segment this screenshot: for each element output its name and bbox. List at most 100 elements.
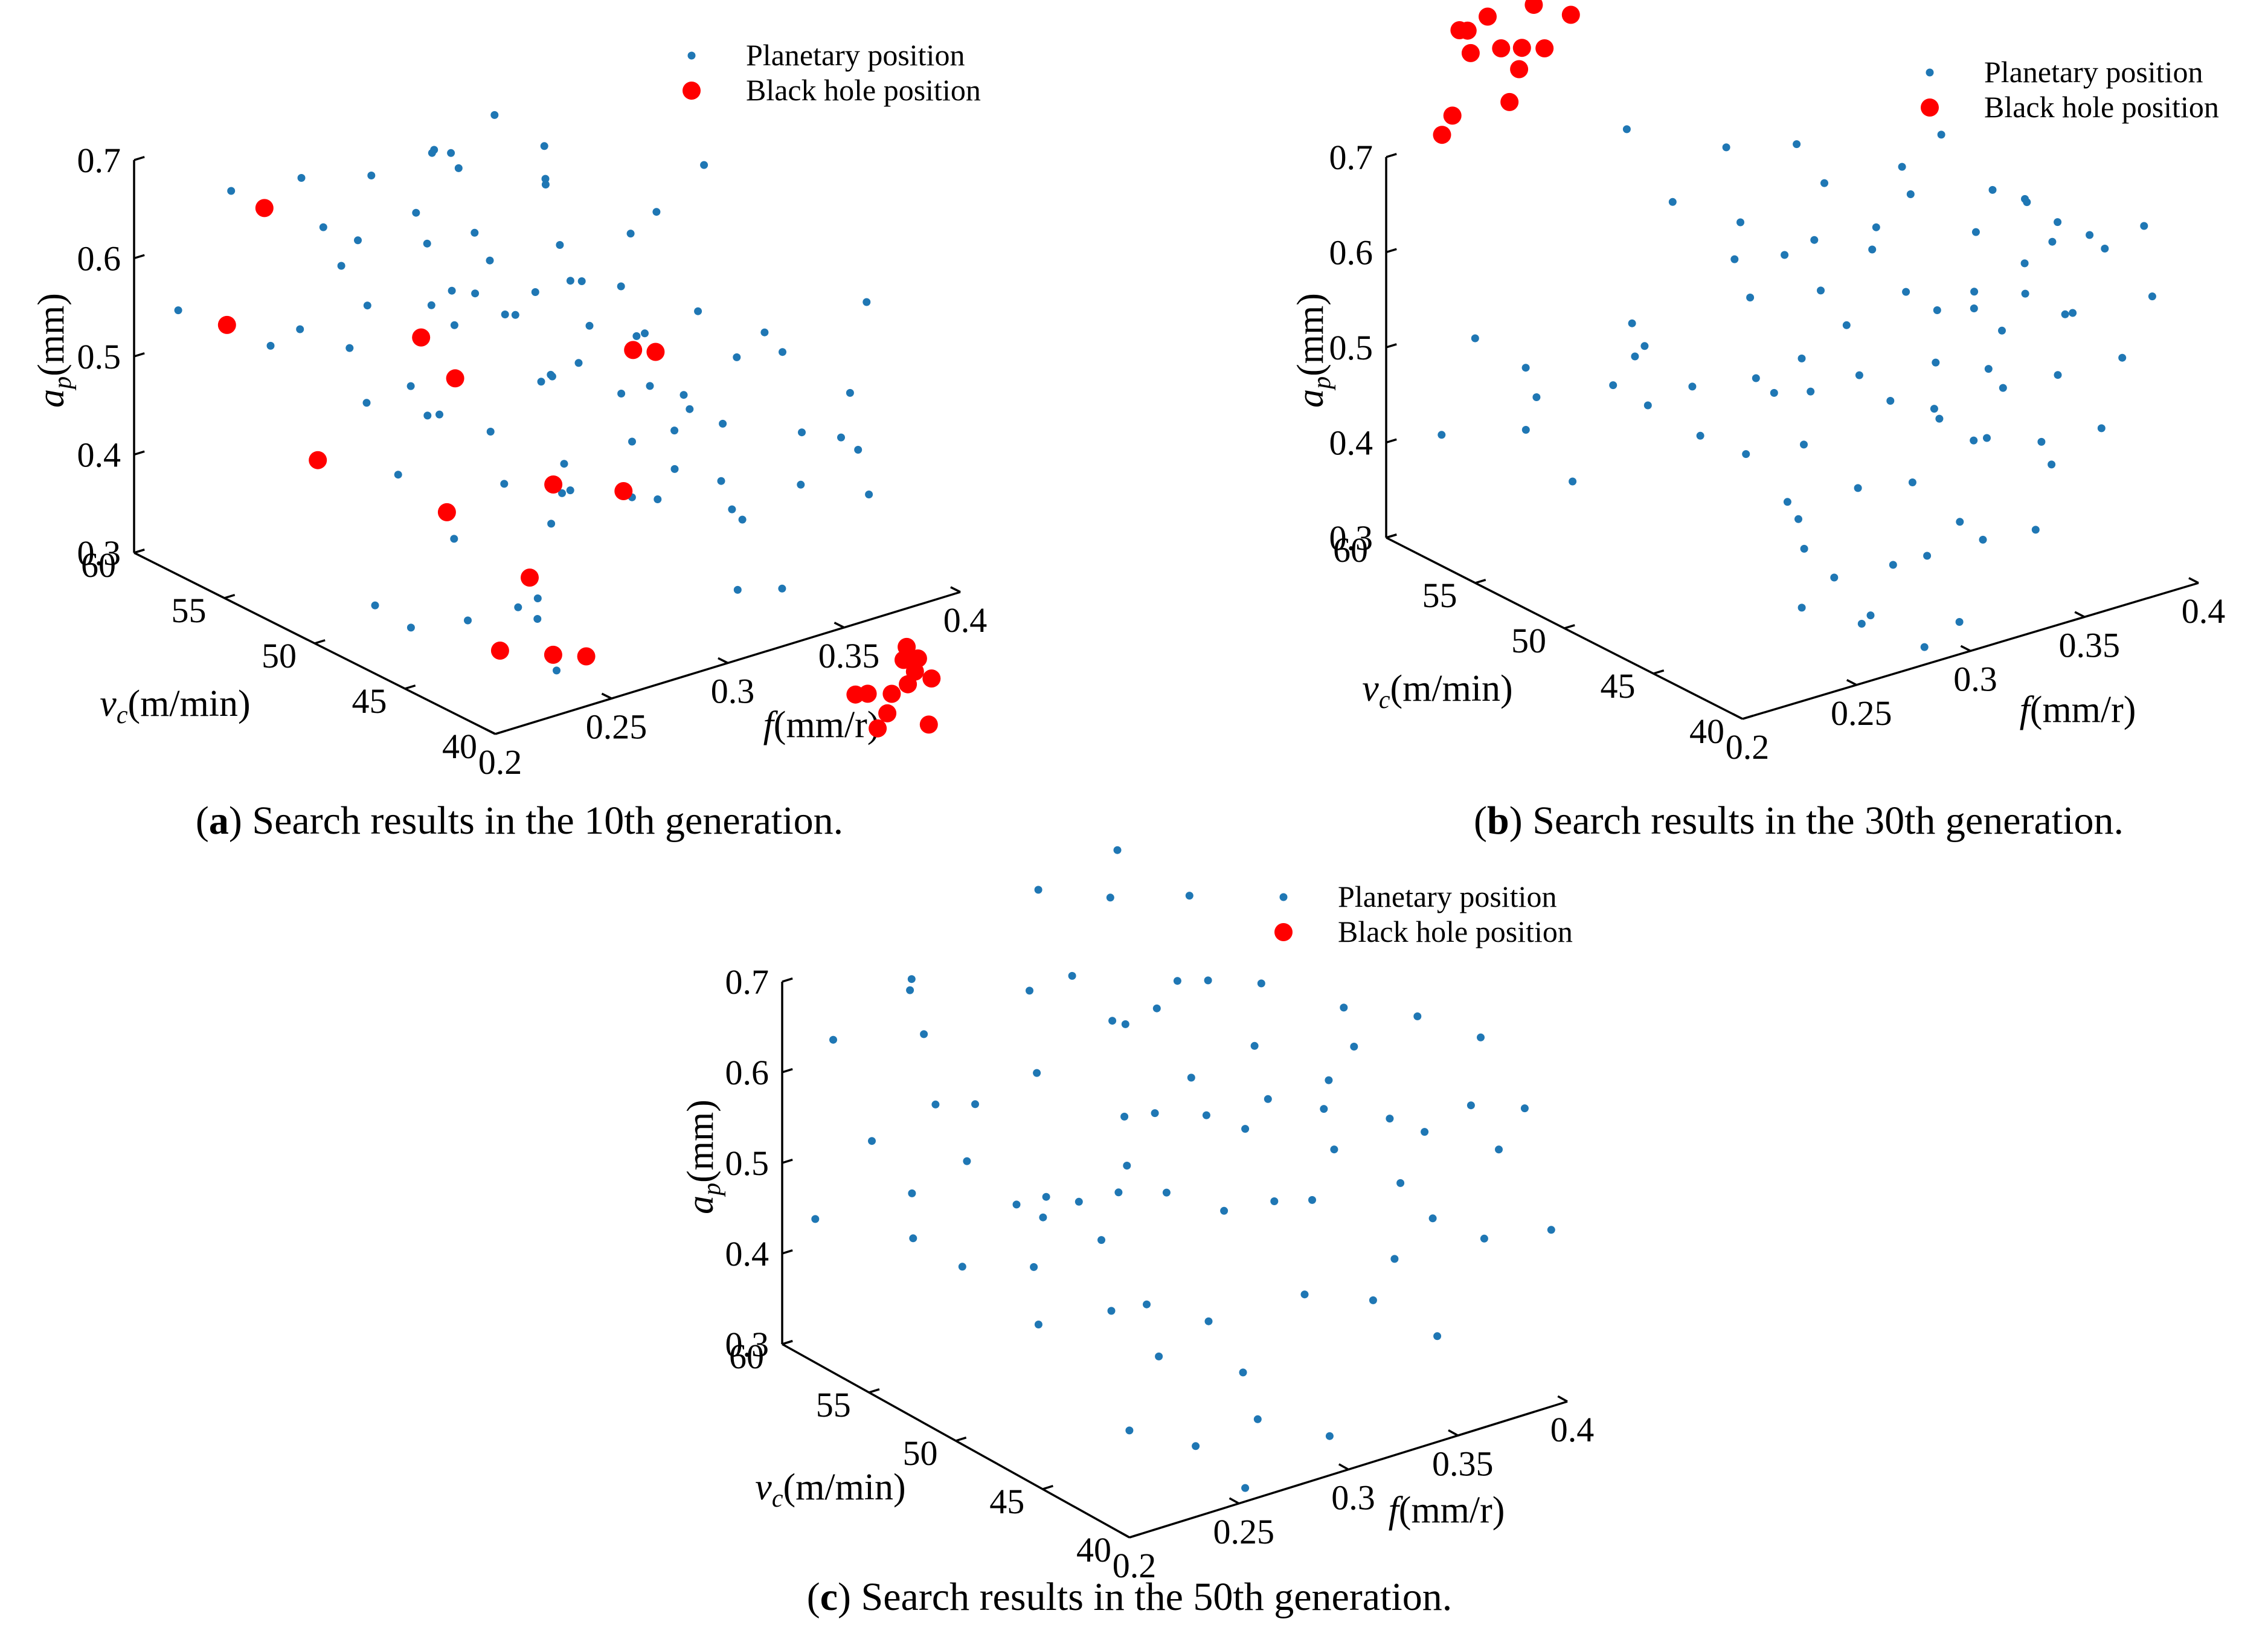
- planet-point: [760, 328, 769, 336]
- planet-point: [1609, 381, 1617, 390]
- ap-axis-label: ap(mm): [31, 293, 77, 408]
- vc-tick-mark: [495, 730, 506, 735]
- legend-planet-label: Planetary position: [1984, 55, 2203, 89]
- vc-tick-mark: [869, 1388, 880, 1394]
- blackhole-point: [1535, 39, 1554, 57]
- planet-point: [1622, 125, 1631, 134]
- planet-point: [779, 348, 786, 356]
- legend-blackhole-marker: [683, 82, 701, 100]
- planet-point: [1521, 426, 1530, 434]
- planet-point: [471, 289, 480, 298]
- f-tick-label: 0.35: [1432, 1444, 1494, 1483]
- planet-point: [778, 584, 786, 593]
- planet-point: [652, 208, 661, 216]
- planet-point: [733, 585, 742, 594]
- vc-tick-mark: [314, 639, 326, 645]
- planet-point: [1152, 1004, 1161, 1012]
- vc-axis-label: vc(m/min): [1362, 668, 1512, 714]
- planet-point: [1810, 236, 1819, 244]
- planet-point: [511, 311, 519, 319]
- blackhole-point: [412, 328, 431, 347]
- planet-point: [1532, 393, 1541, 401]
- ap-tick-label: 0.3: [77, 533, 121, 573]
- blackhole-point: [1492, 39, 1511, 57]
- planet-point: [1793, 140, 1801, 149]
- planet-point: [448, 286, 456, 295]
- planet-point: [1889, 561, 1897, 569]
- ap-tick-label: 0.7: [725, 962, 769, 1002]
- planet-point: [1643, 401, 1652, 410]
- blackhole-point: [1433, 126, 1451, 144]
- planet-point: [406, 382, 415, 390]
- planet-point: [1471, 334, 1479, 343]
- planet-point: [362, 399, 371, 407]
- planet-point: [1120, 1112, 1129, 1121]
- planet-point: [1308, 1196, 1316, 1204]
- ap-tick-label: 0.4: [1329, 423, 1373, 463]
- planet-point: [1421, 1128, 1429, 1136]
- planet-point: [733, 353, 741, 361]
- planet-point: [1433, 1332, 1442, 1341]
- planet-point: [1325, 1432, 1334, 1440]
- planet-point: [566, 277, 574, 285]
- planet-point: [423, 239, 431, 248]
- planet-point: [1631, 352, 1639, 361]
- vc-tick-label: 60: [81, 546, 116, 585]
- planet-point: [2061, 310, 2069, 318]
- blackhole-point: [544, 645, 562, 664]
- planet-point: [464, 616, 472, 625]
- planet-point: [1114, 1188, 1123, 1197]
- planet-point: [1107, 1307, 1116, 1315]
- planet-point: [1955, 618, 1964, 626]
- planet-point: [2118, 353, 2127, 362]
- planet-point: [1241, 1125, 1250, 1133]
- planet-point: [2140, 222, 2148, 230]
- planet-point: [2048, 237, 2057, 246]
- f-tick-mark: [1338, 1463, 1349, 1471]
- planet-point: [798, 428, 806, 437]
- f-tick-mark: [601, 692, 612, 700]
- planet-point: [574, 359, 583, 367]
- planet-point: [1970, 436, 1978, 445]
- planet-point: [1113, 846, 1122, 854]
- blackhole-point: [908, 649, 927, 668]
- ap-tick-mark: [133, 254, 145, 260]
- planet-point: [406, 623, 415, 632]
- planet-point: [1143, 1300, 1151, 1308]
- planet-point: [1390, 1255, 1399, 1263]
- planet-point: [1752, 374, 1760, 382]
- ap-tick-mark: [133, 450, 145, 456]
- planet-point: [679, 391, 688, 399]
- vc-tick-label: 40: [1689, 712, 1724, 751]
- f-tick-mark: [950, 586, 961, 593]
- planet-point: [577, 277, 586, 285]
- planet-point: [971, 1100, 979, 1109]
- f-tick-mark: [1119, 1531, 1130, 1539]
- planet-point: [1192, 1442, 1200, 1450]
- vc-tick-label: 40: [442, 727, 477, 766]
- legend-blackhole-marker: [1274, 923, 1293, 941]
- f-tick-label: 0.25: [586, 707, 647, 746]
- planet-point: [533, 594, 542, 602]
- planet-point: [1722, 143, 1730, 152]
- planet-point: [1983, 434, 1991, 442]
- planet-point: [1902, 288, 1910, 296]
- f-tick-mark: [2188, 577, 2199, 584]
- planet-point: [363, 301, 371, 310]
- f-tick-mark: [2074, 611, 2086, 618]
- ap-tick-label: 0.5: [1329, 328, 1373, 367]
- f-axis-label: f(mm/r): [763, 704, 880, 745]
- f-axis-label: f(mm/r): [2020, 689, 2136, 730]
- f-tick-mark: [1846, 679, 1857, 686]
- planet-point: [454, 164, 463, 172]
- vc-tick-label: 45: [1601, 666, 1636, 706]
- blackhole-point: [624, 341, 643, 359]
- planet-point: [2048, 460, 2056, 469]
- planet-point: [537, 378, 545, 386]
- planet-point: [906, 986, 914, 994]
- ap-tick-label: 0.5: [77, 337, 121, 376]
- blackhole-point: [614, 482, 633, 500]
- blackhole-point: [1512, 39, 1531, 57]
- planet-point: [1068, 971, 1076, 980]
